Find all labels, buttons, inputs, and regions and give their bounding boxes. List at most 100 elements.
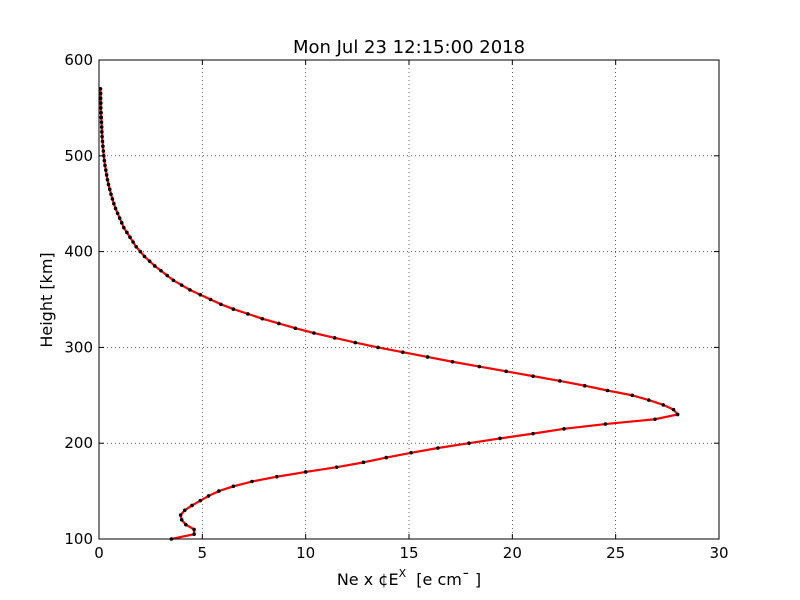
data-point <box>409 450 413 455</box>
data-point <box>105 177 110 182</box>
chart-title: Mon Jul 23 12:15:00 2018 <box>293 37 525 58</box>
plot-area <box>99 60 719 539</box>
data-point <box>605 388 610 393</box>
data-point <box>122 225 126 230</box>
data-point <box>450 359 455 364</box>
data-point <box>128 235 132 240</box>
data-point <box>165 273 169 278</box>
y-tick-label: 500 <box>64 147 93 165</box>
data-point <box>332 336 337 340</box>
data-point <box>436 446 440 450</box>
x-tick-label: 30 <box>709 544 728 562</box>
x-tick-label: 25 <box>606 544 625 562</box>
data-point <box>104 168 108 172</box>
data-point <box>219 302 223 307</box>
data-point <box>653 417 657 422</box>
data-point <box>182 508 187 513</box>
x-tick-label: 20 <box>503 544 522 562</box>
data-point <box>142 254 147 259</box>
data-point <box>198 498 203 503</box>
data-point <box>401 350 405 354</box>
data-point <box>582 383 587 388</box>
data-point <box>100 130 104 134</box>
data-point <box>171 278 176 283</box>
data-point <box>558 379 562 383</box>
series <box>98 86 680 541</box>
y-tick-label: 300 <box>64 338 93 356</box>
data-point <box>101 149 106 153</box>
data-point <box>312 331 316 335</box>
data-point <box>98 96 103 101</box>
data-point <box>109 192 113 196</box>
data-point <box>498 436 502 441</box>
x-tick-label: 0 <box>94 544 104 562</box>
data-point <box>630 393 634 398</box>
data-point <box>119 221 124 225</box>
data-point <box>101 144 105 149</box>
data-point <box>231 484 236 489</box>
data-point <box>99 101 103 105</box>
x-axis-label-unit: [e cm¯ ] <box>406 570 481 589</box>
grid <box>99 60 719 539</box>
data-point <box>179 518 184 522</box>
data-point <box>217 489 221 493</box>
data-point <box>361 460 366 465</box>
data-point <box>107 187 112 192</box>
data-point <box>184 522 188 527</box>
data-point <box>260 316 265 321</box>
data-point <box>100 134 104 139</box>
data-point <box>99 120 104 125</box>
data-point <box>159 268 163 273</box>
data-point <box>504 369 508 374</box>
x-tick-label: 10 <box>296 544 315 562</box>
data-point <box>231 307 236 311</box>
data-point <box>671 407 676 412</box>
data-point <box>113 206 118 211</box>
data-point <box>208 297 213 302</box>
data-point <box>384 455 389 460</box>
data-point <box>102 158 107 163</box>
data-point <box>206 494 211 498</box>
data-point <box>190 503 194 508</box>
data-point <box>477 364 482 369</box>
data-point <box>179 283 184 287</box>
data-point <box>110 197 115 201</box>
data-point <box>98 86 103 91</box>
data-point <box>250 479 254 484</box>
data-point <box>675 412 680 417</box>
data-point <box>178 513 183 517</box>
data-point <box>104 173 109 177</box>
data-point <box>125 230 129 235</box>
data-point <box>131 240 135 244</box>
ticks: 0 5 10 15 20 25 30 100 200 300 400 500 600 <box>64 51 728 562</box>
data-point <box>98 91 103 96</box>
data-point <box>531 374 535 378</box>
data-point <box>99 110 103 115</box>
data-point <box>531 431 535 436</box>
data-point <box>353 340 358 345</box>
y-tick-label: 100 <box>64 530 93 548</box>
data-point <box>115 211 120 216</box>
data-point <box>99 106 103 110</box>
data-point <box>661 403 665 407</box>
data-point <box>100 139 105 144</box>
y-tick-label: 400 <box>64 243 93 261</box>
data-point <box>425 355 430 359</box>
data-point <box>99 125 104 129</box>
data-point <box>376 345 380 350</box>
data-point <box>99 115 104 120</box>
x-tick-label: 5 <box>198 544 208 562</box>
x-tick-label: 15 <box>399 544 418 562</box>
data-point <box>103 163 107 168</box>
data-point <box>334 465 339 469</box>
data-point <box>153 264 157 268</box>
y-tick-label: 600 <box>64 51 93 69</box>
data-point <box>293 326 298 331</box>
data-point <box>117 216 122 220</box>
data-point <box>603 422 608 426</box>
data-point <box>198 292 203 297</box>
data-point <box>246 312 250 316</box>
data-point <box>112 201 116 206</box>
data-point <box>467 441 471 446</box>
